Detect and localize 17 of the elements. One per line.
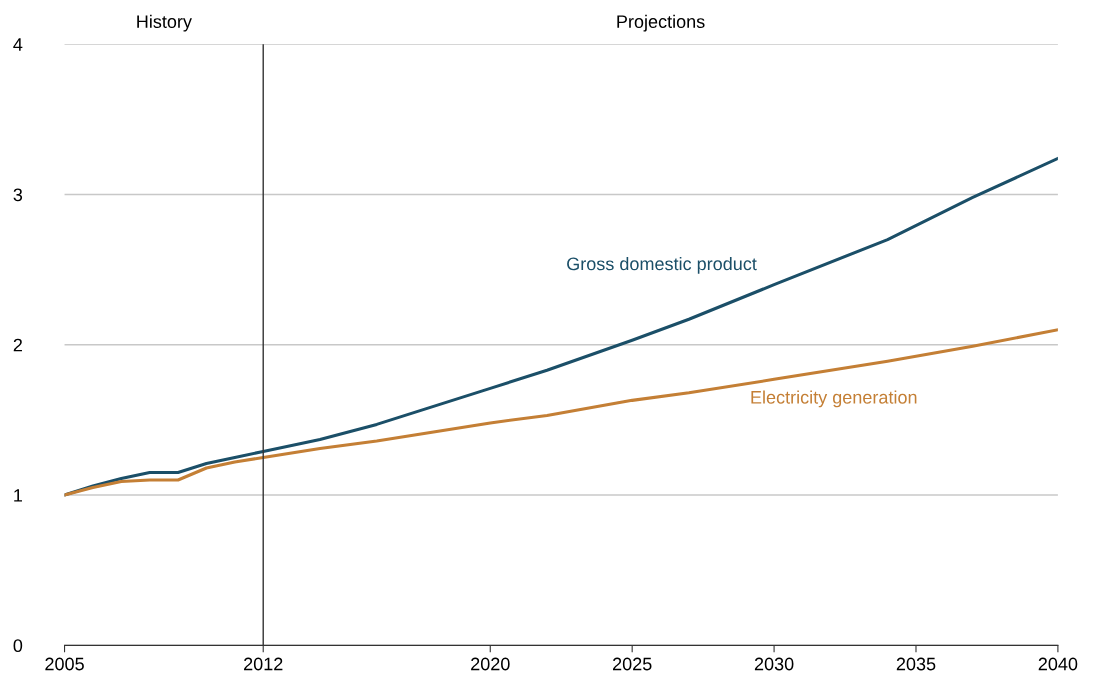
series-label: Electricity generation (751, 390, 917, 408)
y-tick-label: 4 (13, 38, 23, 51)
y-tick-label: 1 (14, 489, 22, 502)
y-tick-label: 2 (13, 338, 22, 352)
x-tick-label: 2040 (1038, 657, 1078, 671)
x-tick-label: 2035 (896, 657, 936, 671)
text: History (137, 14, 192, 32)
line-series (64, 328, 1058, 497)
x-tick-label: 2012 (244, 657, 283, 671)
y-tick-label: 3 (13, 188, 23, 202)
text: Projections (617, 14, 705, 32)
series-label: Gross domestic product (567, 257, 757, 274)
x-tick-label: 2025 (613, 657, 652, 671)
x-tick-label: 2005 (45, 657, 84, 671)
y-tick-label: 0 (13, 639, 23, 653)
x-tick-label: 2020 (471, 657, 510, 671)
x-tick-label: 2030 (754, 657, 794, 671)
